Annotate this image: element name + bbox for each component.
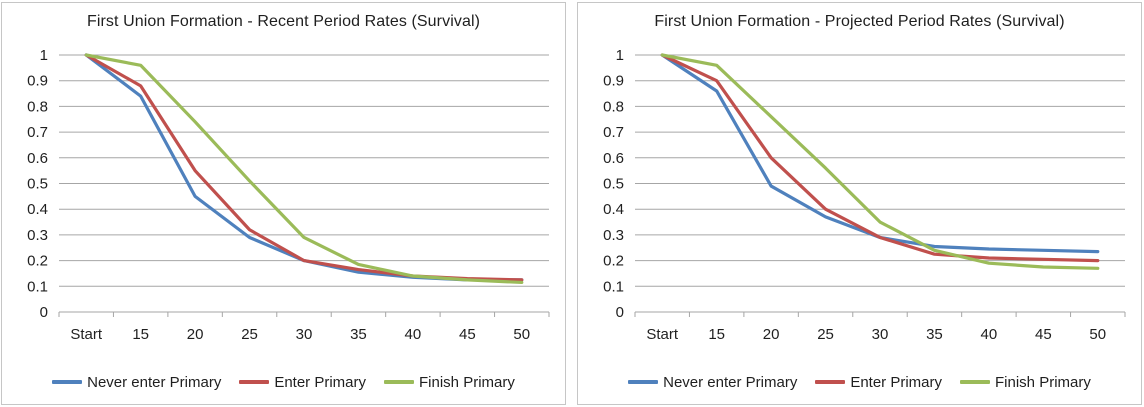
- legend-item: Finish Primary: [384, 374, 515, 391]
- y-tick-label: 0.3: [27, 227, 48, 244]
- y-tick-label: 0.1: [603, 278, 624, 295]
- x-tick-label: 35: [926, 326, 943, 343]
- x-tick-label: 45: [459, 326, 476, 343]
- plot-area-recent: 1 0.9 0.8 0.7 0.6 0.5 0.4 0.3 0.2 0.1 0 Start 15 20 25…: [27, 47, 550, 343]
- legend-item: Never enter Primary: [628, 374, 797, 391]
- y-tick-label: 0.6: [603, 150, 624, 167]
- y-tick-label: 0.4: [603, 201, 624, 218]
- x-tick-label: 15: [132, 326, 149, 343]
- y-tick-label: 1: [616, 47, 624, 64]
- legend-label: Never enter Primary: [87, 373, 222, 391]
- legend-line-swatch: [384, 380, 415, 384]
- plot-area-projected: 1 0.9 0.8 0.7 0.6 0.5 0.4 0.3 0.2 0.1 0 Start 15 20 25…: [603, 47, 1126, 343]
- x-tick-label: 20: [187, 326, 204, 343]
- legend-label: Finish Primary: [995, 373, 1091, 391]
- legend-line-swatch: [239, 380, 270, 384]
- chart-title-recent: First Union Formation - Recent Period Ra…: [86, 13, 481, 30]
- x-tick-label: Start: [646, 326, 679, 343]
- legend-line-swatch: [628, 380, 659, 384]
- y-tick-label: 0.3: [603, 227, 624, 244]
- x-tick-label: 15: [708, 326, 725, 343]
- y-tick-label: 0.2: [603, 253, 624, 270]
- x-tick-label: 20: [763, 326, 780, 343]
- series-line-enter-primary: [660, 53, 1100, 263]
- y-tick-label: 0.9: [603, 73, 624, 90]
- y-tick-label: 0.8: [603, 98, 624, 115]
- series-line-finish-primary: [660, 53, 1100, 270]
- x-tick-label: 40: [981, 326, 998, 343]
- y-tick-label: 0.6: [27, 150, 48, 167]
- series-line-finish-primary: [84, 53, 524, 285]
- y-tick-label: 0.7: [603, 124, 624, 141]
- series-line-never-enter-primary: [84, 53, 524, 282]
- legend-item: Never enter Primary: [52, 374, 221, 391]
- legend-projected: Never enter Primary Enter Primary Finish P…: [578, 361, 1141, 403]
- x-tick-label: 35: [350, 326, 367, 343]
- legend-item: Enter Primary: [815, 374, 942, 391]
- legend-label: Enter Primary: [274, 373, 367, 391]
- y-tick-label: 1: [40, 47, 48, 64]
- chart-panel-recent: First Union Formation - Recent Period Ra…: [1, 2, 566, 405]
- x-tick-label: 30: [872, 326, 889, 343]
- legend-item: Enter Primary: [239, 374, 366, 391]
- legend-label: Never enter Primary: [663, 373, 798, 391]
- legend-label: Finish Primary: [419, 373, 515, 391]
- y-tick-label: 0: [40, 304, 48, 321]
- y-tick-label: 0.8: [27, 98, 48, 115]
- y-tick-label: 0.9: [27, 73, 48, 90]
- y-tick-label: 0: [616, 304, 624, 321]
- y-tick-label: 0.7: [27, 124, 48, 141]
- x-tick-label: 30: [296, 326, 313, 343]
- legend-line-swatch: [52, 380, 83, 384]
- x-tick-label: Start: [70, 326, 103, 343]
- legend-recent: Never enter Primary Enter Primary Finish P…: [2, 361, 565, 403]
- y-tick-label: 0.1: [27, 278, 48, 295]
- y-tick-label: 0.5: [27, 176, 48, 193]
- x-tick-label: 50: [513, 326, 530, 343]
- x-tick-label: 25: [241, 326, 258, 343]
- x-tick-label: 40: [405, 326, 422, 343]
- y-tick-label: 0.4: [27, 201, 48, 218]
- legend-label: Enter Primary: [850, 373, 943, 391]
- series-line-enter-primary: [84, 53, 524, 282]
- y-tick-label: 0.5: [603, 176, 624, 193]
- chart-title-projected: First Union Formation - Projected Period…: [654, 13, 1065, 30]
- y-tick-label: 0.2: [27, 253, 48, 270]
- legend-item: Finish Primary: [960, 374, 1091, 391]
- legend-line-swatch: [815, 380, 846, 384]
- chart-panel-projected: First Union Formation - Projected Period…: [577, 2, 1142, 405]
- x-tick-label: 45: [1035, 326, 1052, 343]
- legend-line-swatch: [960, 380, 991, 384]
- x-tick-label: 50: [1089, 326, 1106, 343]
- x-tick-label: 25: [817, 326, 834, 343]
